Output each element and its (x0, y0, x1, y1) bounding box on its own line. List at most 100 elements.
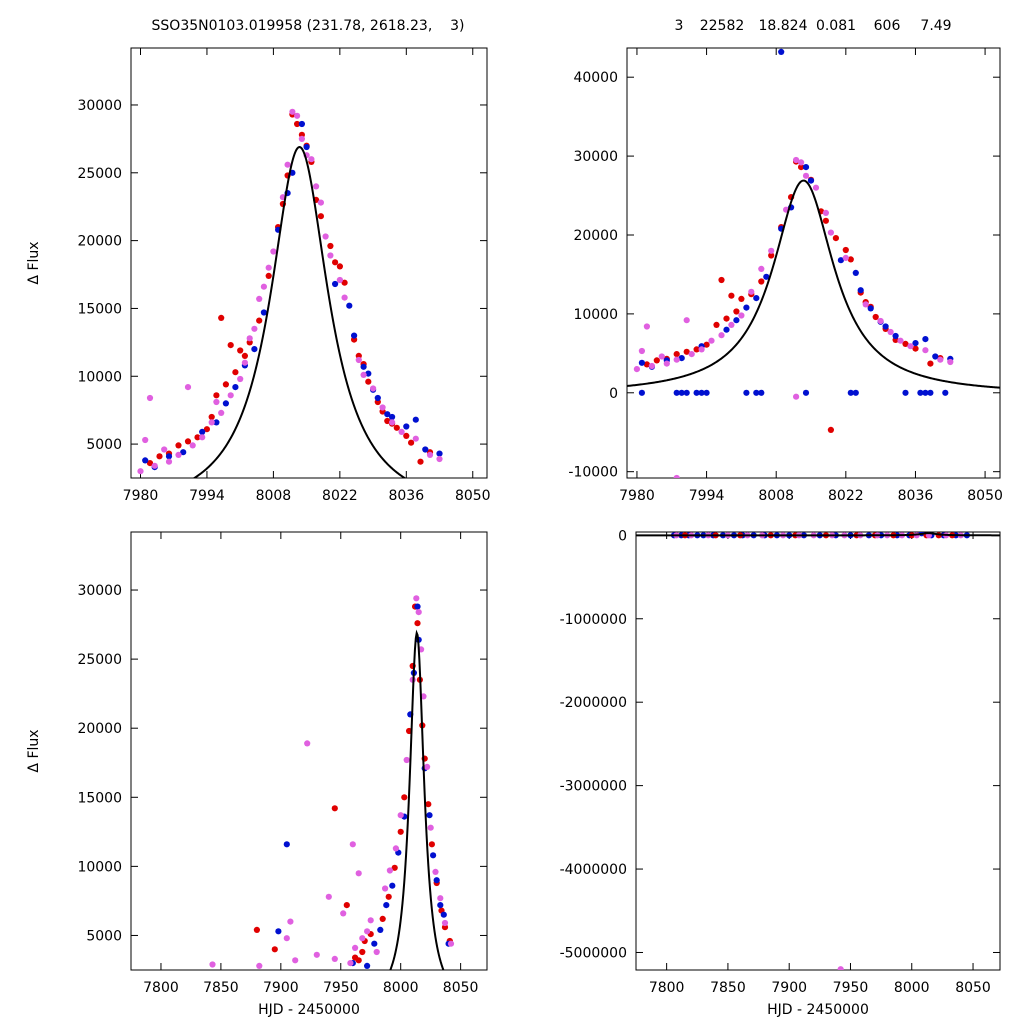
data-point-blue (283, 841, 290, 848)
data-point-red (425, 801, 432, 808)
x-tick-label: 8050 (967, 488, 1003, 504)
x-tick-label: 8050 (455, 488, 491, 504)
y-tick-label: 0 (609, 386, 618, 402)
data-point-red (393, 424, 400, 431)
data-point-pink (360, 371, 367, 378)
y-tick-label: 20000 (573, 228, 618, 244)
data-point-blue (807, 177, 815, 184)
data-point-pink (728, 321, 735, 328)
data-point-blue (303, 143, 310, 151)
data-point-red (927, 360, 934, 367)
data-point-red (227, 342, 234, 349)
data-point-pink (317, 199, 324, 206)
data-point-red (758, 278, 765, 285)
data-point-red (253, 926, 260, 934)
data-point-pink (208, 419, 215, 426)
data-point-blue (383, 902, 390, 909)
data-point-pink (793, 156, 800, 164)
data-point-red (718, 276, 725, 284)
data-point-blue (251, 346, 258, 353)
y-tick-label: 15000 (77, 301, 122, 317)
x-tick-label: 8000 (383, 980, 419, 996)
data-point-red (832, 235, 840, 242)
data-point-blue (426, 812, 433, 819)
data-point-blue (430, 852, 437, 859)
data-point-blue (384, 411, 391, 418)
data-point-pink (436, 455, 443, 463)
data-point-red (428, 841, 435, 848)
data-point-red (768, 252, 775, 259)
data-point-pink (648, 362, 656, 370)
x-tick-label: 8050 (443, 980, 479, 996)
data-point-pink (426, 451, 434, 458)
data-point-pink (389, 419, 396, 426)
y-tick-label: 25000 (77, 652, 122, 668)
data-point-blue (778, 48, 785, 56)
data-point-pink (137, 468, 144, 475)
plot-frame (130, 531, 488, 971)
data-point-blue (638, 389, 646, 396)
data-point-red (912, 345, 919, 352)
y-tick-label: 0 (618, 528, 627, 544)
y-tick-label: -1000000 (560, 612, 627, 628)
data-point-pink (424, 763, 431, 771)
data-point-pink (161, 446, 168, 453)
panel-top-left: 7980 7994 8008 8022 8036 8050 5000 10000 15000 20… (26, 47, 491, 504)
data-point-red (355, 957, 362, 964)
data-point-pink (897, 337, 904, 344)
data-point-pink (165, 458, 173, 465)
y-tick-label: 30000 (77, 583, 122, 599)
data-point-red (265, 272, 272, 279)
data-point-pink (327, 252, 334, 259)
data-point-red (403, 432, 410, 439)
data-point-pink (313, 951, 320, 958)
data-point-blue (703, 389, 710, 396)
data-point-pink (349, 841, 356, 848)
data-point-pink (386, 867, 393, 874)
data-point-red (401, 794, 408, 801)
data-point-red (728, 292, 735, 299)
data-point-pink (283, 935, 290, 942)
data-point-pink (270, 248, 277, 255)
data-point-red (222, 381, 229, 388)
fit-stat-value: 7.49 (920, 18, 951, 34)
data-point-blue (199, 428, 206, 435)
x-tick-label: 7950 (833, 980, 869, 996)
data-point-pink (246, 335, 253, 342)
data-point-blue (377, 926, 384, 934)
data-point-blue (693, 389, 700, 396)
data-point-red (847, 256, 854, 263)
data-point-blue (857, 287, 864, 294)
data-point-pink (802, 172, 810, 179)
data-point-blue (753, 389, 760, 396)
plot-frame (635, 531, 1001, 971)
data-point-red (343, 902, 350, 909)
data-point-red (643, 361, 651, 368)
data-point-pink (292, 957, 299, 964)
data-point-pink (673, 356, 680, 363)
data-point-blue (683, 389, 690, 396)
data-point-pink (175, 451, 182, 458)
model-fit-curve (192, 146, 407, 478)
data-point-pink (698, 346, 705, 353)
data-point-pink (260, 283, 267, 290)
data-point-blue (436, 450, 443, 457)
data-point-blue (723, 326, 730, 333)
data-point-pink (146, 394, 154, 402)
data-point-red (208, 413, 215, 421)
data-point-blue (902, 389, 909, 396)
data-point-red (156, 453, 163, 460)
data-point-blue (180, 449, 187, 456)
data-point-blue (932, 353, 939, 360)
data-point-pink (738, 312, 745, 319)
data-point-pink (415, 609, 422, 616)
data-point-blue (673, 389, 680, 396)
data-point-pink (412, 435, 419, 442)
y-tick-label: -3000000 (560, 779, 627, 795)
data-point-red (317, 213, 324, 220)
y-tick-label: 10000 (77, 369, 122, 385)
data-point-pink (336, 276, 343, 284)
data-point-pink (398, 428, 405, 435)
data-point-blue (763, 273, 770, 280)
